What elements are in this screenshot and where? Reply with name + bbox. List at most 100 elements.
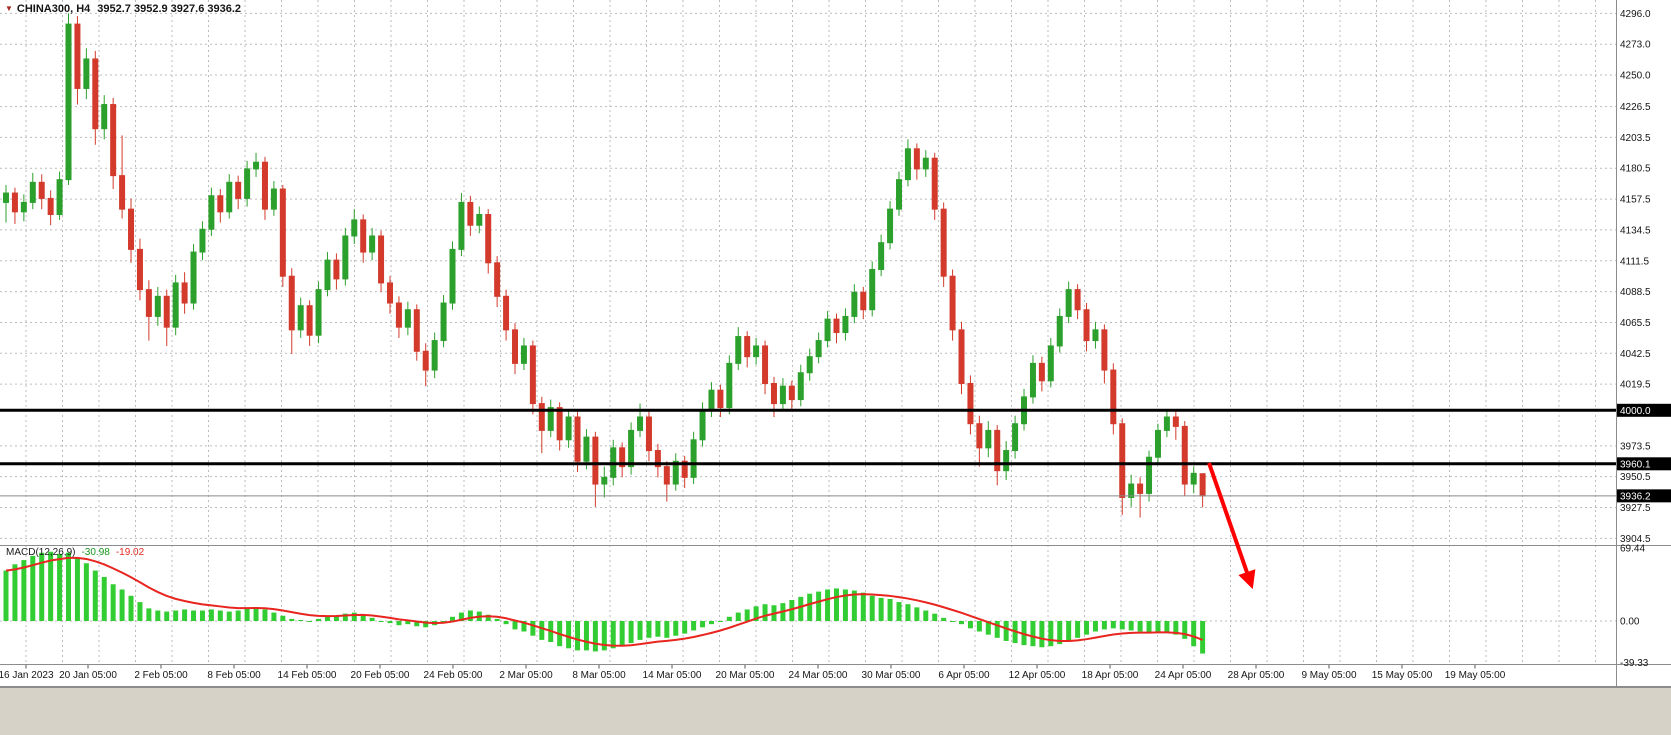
candle-body xyxy=(770,382,777,405)
candle-body xyxy=(1172,416,1179,427)
macd-bar xyxy=(807,593,813,621)
macd-bar xyxy=(512,621,518,630)
candle-body xyxy=(253,161,260,170)
candle-body xyxy=(529,345,536,405)
price-axis-label: 4088.5 xyxy=(1620,287,1651,298)
candlestick-series[interactable] xyxy=(3,13,1206,518)
candle-body xyxy=(717,389,724,409)
price-badge-value: 4000.0 xyxy=(1620,406,1651,417)
candle-body xyxy=(663,466,670,485)
macd-bar xyxy=(101,576,107,621)
time-axis-label: 15 May 05:00 xyxy=(1372,670,1433,681)
macd-bar xyxy=(57,553,63,621)
macd-bar xyxy=(1164,621,1170,633)
trend-arrow-annotation[interactable] xyxy=(1207,462,1256,590)
candle-body xyxy=(476,214,483,226)
macd-axis-labels: 69.44 0.00 -39.33 xyxy=(1620,544,1649,669)
macd-bar xyxy=(1075,621,1081,638)
macd-bar xyxy=(887,598,893,621)
price-axis-label: 4250.0 xyxy=(1620,71,1651,82)
macd-bar xyxy=(244,608,250,621)
candle-body xyxy=(1119,423,1126,498)
price-axis-label: 4226.5 xyxy=(1620,102,1651,113)
candle-body xyxy=(449,248,456,304)
candle-body xyxy=(1029,362,1036,398)
sell-arrow[interactable] xyxy=(1207,462,1256,590)
price-axis[interactable] xyxy=(1616,0,1671,687)
macd-bar xyxy=(708,621,714,625)
macd-bar xyxy=(253,607,259,621)
candle-body xyxy=(574,416,581,462)
macd-bar xyxy=(923,610,929,621)
symbol-timeframe-label: CHINA300, H4 xyxy=(16,3,91,15)
time-axis-label: 18 Apr 05:00 xyxy=(1082,670,1139,681)
candle-body xyxy=(1190,472,1197,485)
macd-bar xyxy=(12,564,18,621)
macd-bar xyxy=(601,621,607,651)
candle-body xyxy=(261,161,268,210)
time-axis[interactable] xyxy=(0,665,1671,686)
macd-axis-label: -39.33 xyxy=(1620,658,1649,669)
macd-bar xyxy=(217,610,223,621)
macd-bar xyxy=(655,621,661,637)
candle-body xyxy=(181,282,188,304)
time-axis-label: 20 Jan 05:00 xyxy=(59,670,117,681)
candle-body xyxy=(235,181,242,199)
candle-body xyxy=(1047,345,1054,382)
macd-bar xyxy=(592,621,598,652)
candle-body xyxy=(976,423,983,449)
candle-body xyxy=(208,195,215,230)
macd-bar xyxy=(173,610,179,621)
macd-bar xyxy=(146,608,152,621)
candle-body xyxy=(512,329,519,364)
candle-body xyxy=(190,251,197,304)
macd-bar xyxy=(450,616,455,621)
candle-body xyxy=(762,345,769,384)
candle-body xyxy=(690,439,697,478)
candle-body xyxy=(851,291,858,317)
candle-body xyxy=(860,291,867,311)
candle-body xyxy=(494,262,501,297)
candle-body xyxy=(815,340,822,358)
macd-bar xyxy=(1003,621,1009,641)
candle-body xyxy=(1101,329,1108,371)
macd-bar xyxy=(39,552,45,621)
macd-bar xyxy=(423,621,429,628)
candle-body xyxy=(1038,362,1045,382)
macd-bar xyxy=(378,621,384,622)
time-axis-label: 2 Mar 05:00 xyxy=(499,670,553,681)
time-axis-label: 8 Feb 05:00 xyxy=(207,670,261,681)
candle-body xyxy=(29,181,36,203)
macd-bar xyxy=(1137,621,1143,632)
candle-body xyxy=(842,315,849,334)
candle-body xyxy=(806,356,813,374)
macd-bar xyxy=(324,616,330,621)
symbol-dropdown-icon[interactable]: ▼ xyxy=(5,4,13,13)
candle-body xyxy=(20,201,27,213)
time-axis-label: 24 Mar 05:00 xyxy=(789,670,848,681)
macd-bar xyxy=(226,611,232,621)
macd-bar xyxy=(619,621,625,647)
candle-body xyxy=(1056,315,1063,347)
candle-body xyxy=(422,350,429,371)
candle-body xyxy=(458,201,465,250)
price-axis-label: 4042.5 xyxy=(1620,349,1651,360)
candle-body xyxy=(556,407,563,441)
macd-bar xyxy=(726,616,732,621)
macd-bar xyxy=(351,612,357,621)
candle-body xyxy=(565,416,572,441)
time-axis-label: 8 Mar 05:00 xyxy=(572,670,626,681)
time-axis-label: 20 Feb 05:00 xyxy=(351,670,410,681)
time-axis-label: 19 May 05:00 xyxy=(1445,670,1506,681)
macd-bar xyxy=(494,618,500,621)
candle-body xyxy=(726,362,733,409)
candle-body xyxy=(931,157,938,210)
macd-bar xyxy=(155,610,161,621)
macd-bar xyxy=(700,621,706,628)
macd-bar xyxy=(164,611,170,621)
macd-bar xyxy=(941,617,947,621)
macd-signal-value: -19.02 xyxy=(115,547,145,558)
candle-body xyxy=(672,460,679,485)
